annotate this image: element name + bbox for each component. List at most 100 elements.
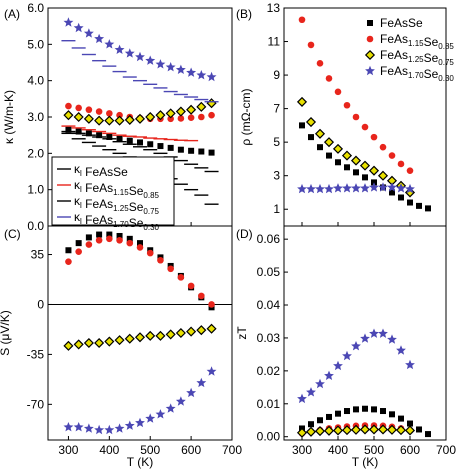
data-point: [405, 183, 415, 194]
data-point: [116, 236, 123, 244]
data-point: [167, 144, 174, 151]
legend: FeAsSe FeAs1.15Se0.85FeAs1.25Se0.75FeAs1.…: [364, 16, 454, 83]
data-point: [406, 167, 414, 174]
data-point: [386, 424, 398, 435]
data-point: [378, 182, 388, 192]
data-point: [187, 282, 195, 290]
data-point: [116, 135, 123, 142]
data-point: [326, 413, 332, 420]
data-point: [85, 234, 92, 241]
data-point: [96, 132, 103, 139]
data-point: [342, 350, 352, 361]
y-tick-label: 7: [273, 102, 280, 116]
panel-a: (A) 0.0 1.0 2.0 3.0 4.0 5.0 6.0 κ (W/m-K) κl FeAs…: [2, 1, 233, 233]
series-2: [298, 16, 414, 174]
data-point: [344, 408, 350, 415]
plot-frame: [283, 225, 447, 441]
data-point: [186, 387, 197, 398]
data-point: [137, 240, 143, 247]
panel-label: (A): [4, 7, 20, 21]
data-point: [206, 323, 217, 334]
y-tick-label: 11: [268, 35, 281, 49]
y-tick-label: 9: [273, 68, 280, 82]
data-point: [397, 160, 405, 168]
y-tick-label: 1: [273, 202, 280, 216]
y-axis-label: zT: [235, 326, 249, 340]
data-point: [75, 128, 82, 135]
data-point: [298, 16, 306, 24]
data-point: [94, 337, 105, 349]
data-point: [186, 326, 197, 337]
x-tick-label: 500: [364, 443, 384, 457]
data-point: [65, 258, 72, 265]
data-point: [94, 115, 105, 126]
data-point: [308, 134, 314, 141]
data-point: [196, 377, 207, 388]
data-point: [308, 421, 314, 428]
data-point: [126, 235, 133, 242]
legend-label: κl FeAs1.15Se0.85: [74, 178, 160, 200]
y-tick-label: 0.00: [257, 430, 281, 444]
data-point: [395, 425, 407, 436]
data-point: [324, 183, 334, 194]
data-point: [135, 417, 145, 428]
data-point: [323, 137, 335, 148]
data-point: [350, 155, 362, 166]
data-point: [63, 422, 74, 432]
y-tick-label: 5: [273, 135, 280, 149]
data-point: [377, 170, 389, 181]
data-point: [315, 183, 325, 194]
y-axis-label: S (μV/K): [0, 310, 12, 356]
data-point: [307, 41, 315, 49]
legend-label: FeAsSe: [380, 16, 423, 30]
data-point: [106, 231, 113, 238]
data-point: [94, 424, 105, 435]
data-point: [389, 189, 395, 196]
data-point: [387, 182, 397, 192]
data-point: [297, 393, 307, 404]
data-point: [188, 147, 195, 154]
data-point: [314, 128, 326, 139]
data-point: [124, 48, 135, 58]
legend-label: FeAs1.25Se0.75: [380, 48, 454, 67]
data-point: [305, 116, 317, 128]
data-point: [165, 329, 176, 340]
data-point: [407, 199, 413, 206]
data-point: [63, 110, 74, 121]
y-tick-label: 13: [267, 1, 281, 15]
data-point: [326, 152, 332, 159]
data-point: [83, 423, 94, 433]
data-point: [126, 239, 134, 247]
y-tick-label: 0.04: [257, 298, 281, 312]
data-point: [106, 110, 113, 117]
panel-c: (C) 35 0 -35 -70 300 400 500 600 700 S (μV/K) T (K): [0, 225, 242, 469]
data-point: [95, 236, 103, 244]
data-point: [114, 115, 125, 126]
series-3: [296, 424, 416, 438]
data-point: [114, 335, 125, 346]
data-point: [378, 328, 388, 338]
data-point: [306, 387, 316, 397]
data-point: [94, 33, 105, 44]
data-point: [398, 415, 404, 422]
x-tick-label: 700: [222, 443, 242, 457]
data-point: [388, 152, 396, 159]
y-tick-label: 0: [37, 297, 44, 311]
y-tick-label: 6.0: [27, 1, 44, 15]
data-point: [177, 146, 184, 153]
x-axis-label: T (K): [352, 455, 378, 469]
data-point: [157, 256, 164, 264]
data-point: [137, 139, 143, 146]
legend-marker: [365, 65, 375, 76]
data-point: [416, 202, 422, 209]
data-point: [186, 67, 197, 77]
data-point: [333, 360, 343, 371]
data-point: [389, 411, 395, 418]
data-point: [135, 51, 145, 62]
data-point: [73, 22, 84, 33]
data-point: [316, 60, 324, 67]
series-1: [299, 122, 431, 212]
data-point: [362, 405, 368, 412]
x-tick-label: 300: [292, 443, 312, 457]
